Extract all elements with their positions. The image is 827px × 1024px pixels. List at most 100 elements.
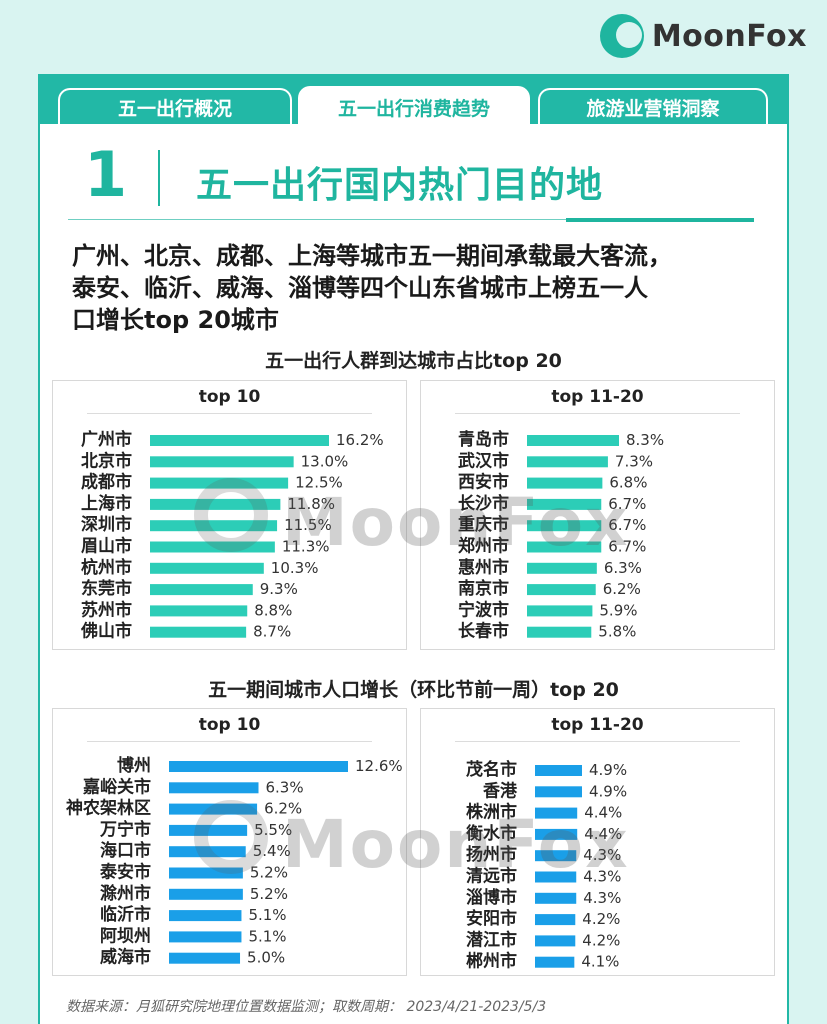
bar bbox=[535, 956, 575, 968]
bar bbox=[527, 477, 603, 489]
value-label: 5.1% bbox=[248, 906, 286, 924]
value-label: 10.3% bbox=[271, 559, 319, 577]
bar bbox=[169, 761, 348, 772]
category-label: 成都市 bbox=[81, 472, 132, 493]
bar bbox=[535, 786, 582, 798]
bar bbox=[169, 782, 259, 794]
section-number: 1 bbox=[84, 138, 128, 211]
value-label: 6.7% bbox=[608, 516, 646, 534]
category-label: 长春市 bbox=[458, 621, 509, 642]
brand: MoonFox bbox=[599, 14, 807, 58]
category-label: 博州 bbox=[117, 755, 151, 776]
category-label: 株洲市 bbox=[466, 802, 517, 823]
panel-arrival-top11-20: top 11-20 青岛市 8.3% 武汉市 7.3% 西安市 6.8% 长沙市 6.7% 重庆… bbox=[420, 380, 775, 650]
category-label: 佛山市 bbox=[80, 621, 132, 642]
bar bbox=[535, 914, 576, 926]
value-label: 11.8% bbox=[287, 495, 335, 513]
value-label: 4.4% bbox=[584, 825, 622, 843]
bar bbox=[150, 520, 278, 532]
category-label: 扬州市 bbox=[466, 844, 517, 865]
value-label: 6.8% bbox=[609, 474, 647, 492]
bar bbox=[169, 931, 242, 943]
bar bbox=[150, 456, 294, 468]
bar-chart: 博州 12.6% 嘉峪关市 6.3% 神农架林区 6.2% 万宁市 5.5% 海口市 5.4% 泰安… bbox=[66, 755, 403, 968]
bar bbox=[169, 888, 243, 900]
value-label: 13.0% bbox=[301, 452, 349, 470]
brand-name: MoonFox bbox=[651, 18, 807, 54]
panel-title: top 11-20 bbox=[551, 387, 644, 407]
value-label: 4.2% bbox=[582, 931, 620, 949]
value-label: 6.7% bbox=[608, 538, 646, 556]
category-label: 滁州市 bbox=[100, 883, 151, 904]
section-underline-accent bbox=[566, 218, 754, 222]
value-label: 8.3% bbox=[626, 431, 664, 449]
value-label: 5.0% bbox=[247, 949, 285, 967]
category-label: 眉山市 bbox=[81, 536, 132, 557]
value-label: 12.6% bbox=[355, 757, 403, 775]
category-label: 海口市 bbox=[100, 840, 151, 861]
bar bbox=[527, 626, 592, 638]
category-label: 苏州市 bbox=[81, 599, 132, 620]
bar bbox=[169, 824, 248, 836]
value-label: 6.7% bbox=[608, 495, 646, 513]
category-label: 威海市 bbox=[100, 947, 151, 968]
chart-title-arrival-share: 五一出行人群到达城市占比top 20 bbox=[265, 350, 562, 372]
category-label: 潜江市 bbox=[466, 929, 517, 950]
value-label: 7.3% bbox=[615, 452, 653, 470]
value-label: 16.2% bbox=[336, 431, 384, 449]
category-label: 清远市 bbox=[466, 866, 517, 887]
panel-rule bbox=[455, 413, 740, 414]
category-label: 泰安市 bbox=[100, 862, 151, 883]
category-label: 武汉市 bbox=[458, 450, 509, 471]
category-label: 临沂市 bbox=[100, 904, 151, 925]
bar bbox=[535, 765, 582, 776]
category-label: 嘉峪关市 bbox=[82, 776, 151, 797]
section-divider bbox=[158, 150, 160, 206]
bar bbox=[535, 935, 576, 947]
category-label: 广州市 bbox=[81, 429, 132, 450]
category-label: 惠州市 bbox=[458, 557, 509, 578]
category-label: 东莞市 bbox=[81, 578, 132, 599]
category-label: 南京市 bbox=[458, 578, 509, 599]
value-label: 5.1% bbox=[248, 927, 286, 945]
category-label: 郑州市 bbox=[458, 536, 509, 557]
value-label: 4.9% bbox=[589, 782, 627, 800]
bar-chart: 茂名市 4.9% 香港 4.9% 株洲市 4.4% 衡水市 4.4% 扬州市 4.3% 清远市 4.3… bbox=[466, 759, 627, 972]
value-label: 4.3% bbox=[583, 889, 621, 907]
value-label: 5.4% bbox=[253, 842, 291, 860]
value-label: 4.4% bbox=[584, 804, 622, 822]
value-label: 4.2% bbox=[582, 910, 620, 928]
headline-line-2: 泰安、临沂、威海、淄博等四个山东省城市上榜五一人 bbox=[72, 274, 648, 302]
bar bbox=[150, 584, 253, 596]
category-label: 香港 bbox=[483, 780, 518, 801]
category-label: 万宁市 bbox=[99, 819, 151, 840]
value-label: 11.3% bbox=[282, 538, 330, 556]
value-label: 5.8% bbox=[598, 623, 636, 641]
value-label: 4.9% bbox=[589, 761, 627, 779]
data-source-note: 数据来源：月狐研究院地理位置数据监测；取数周期： 2023/4/21-2023/… bbox=[66, 999, 547, 1015]
category-label: 西安市 bbox=[458, 472, 509, 493]
value-label: 5.5% bbox=[254, 821, 292, 839]
value-label: 6.3% bbox=[604, 559, 642, 577]
bar bbox=[535, 850, 577, 862]
category-label: 阿坝州 bbox=[100, 926, 151, 946]
bar bbox=[527, 520, 602, 532]
value-label: 11.5% bbox=[284, 516, 332, 534]
bar bbox=[527, 456, 608, 468]
tab-consumption-trends[interactable]: 五一出行消费趋势 bbox=[298, 86, 530, 126]
bar bbox=[150, 626, 247, 638]
tab-tourism-marketing[interactable]: 旅游业营销洞察 bbox=[538, 88, 768, 124]
category-label: 上海市 bbox=[81, 493, 132, 514]
bar bbox=[527, 584, 596, 596]
bar bbox=[150, 498, 281, 510]
bar bbox=[169, 952, 241, 964]
panel-rule bbox=[455, 741, 740, 742]
panel-growth-top10: top 10 博州 12.6% 嘉峪关市 6.3% 神农架林区 6.2% 万宁市 5.5% 海口… bbox=[52, 708, 407, 976]
tab-overview[interactable]: 五一出行概况 bbox=[58, 88, 292, 124]
value-label: 4.1% bbox=[581, 953, 619, 971]
bar bbox=[535, 807, 578, 819]
panel-title: top 11-20 bbox=[551, 715, 644, 735]
category-label: 淄博市 bbox=[466, 887, 517, 908]
value-label: 9.3% bbox=[260, 580, 298, 598]
category-label: 衡水市 bbox=[466, 823, 517, 844]
